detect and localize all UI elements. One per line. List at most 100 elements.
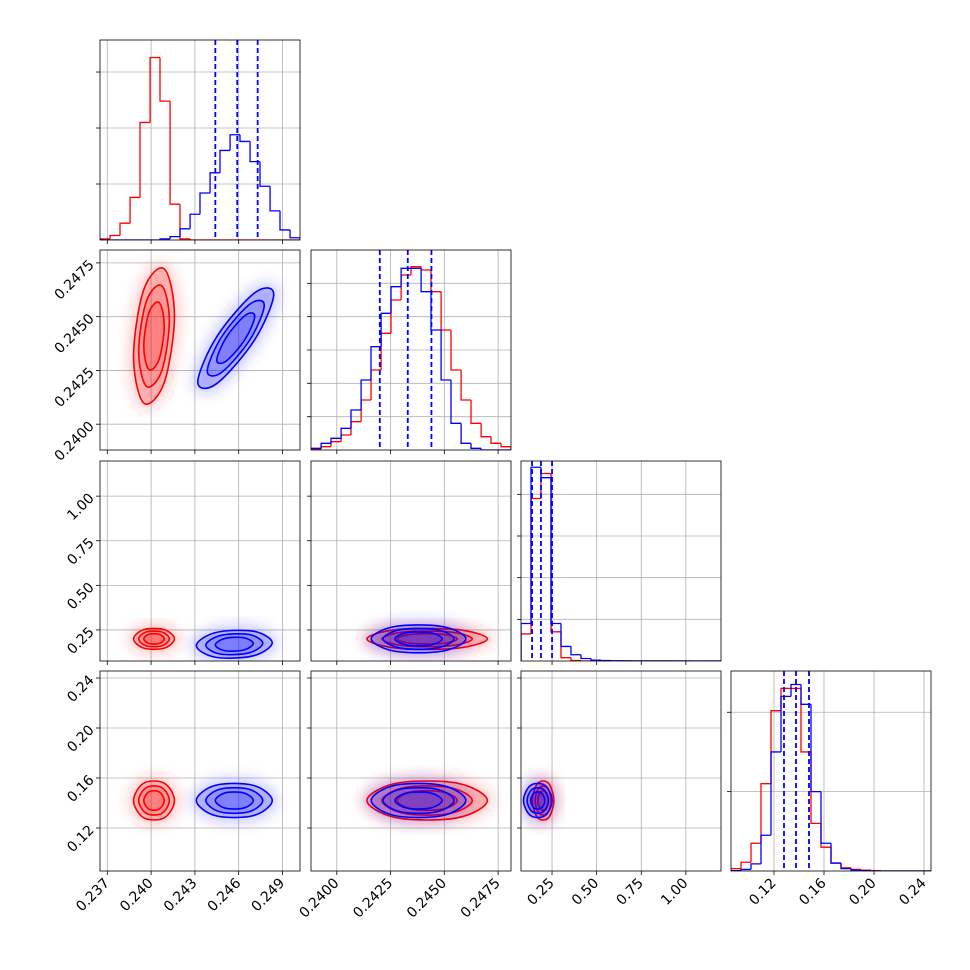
panel-frame: [310, 460, 512, 662]
hist-bin: [790, 683, 801, 697]
contour: [394, 631, 443, 647]
hist-bin: [750, 842, 761, 863]
hist-bin: [480, 448, 491, 450]
panel: [521, 461, 721, 661]
hist-bin: [169, 235, 180, 239]
hist-bin: [560, 623, 571, 648]
hist-bin: [420, 268, 431, 293]
hist-bin: [450, 330, 462, 371]
panel: [311, 250, 511, 450]
hist-bin: [390, 286, 402, 314]
y-tick-label: 0.20: [64, 722, 97, 755]
hist-bin: [219, 149, 231, 173]
hist-bin: [850, 867, 861, 871]
panel-frame: [730, 670, 932, 872]
x-tick-label: 0.2475: [458, 875, 504, 921]
hist-bin: [380, 332, 391, 370]
panel-frame: [310, 249, 512, 451]
x-tick-label: 0.25: [524, 875, 557, 908]
contour: [214, 791, 255, 810]
hist-bin: [850, 868, 861, 871]
hist-bin: [820, 791, 831, 844]
hist-bin: [440, 330, 451, 381]
panel: [311, 461, 511, 661]
hist-bin: [360, 379, 371, 410]
hist-bin: [450, 380, 462, 424]
panel: [100, 250, 300, 450]
x-tick-label: 0.16: [796, 875, 829, 908]
contour: [215, 312, 256, 365]
panel-frame: [99, 670, 301, 872]
hist-bin: [770, 751, 781, 836]
x-tick-label: 0.237: [73, 875, 113, 915]
x-tick-label: 0.24: [896, 875, 929, 908]
hist-bin: [259, 161, 271, 187]
x-tick-label: 0.243: [161, 875, 201, 915]
hist-bin: [490, 436, 502, 444]
hist-bin: [330, 441, 342, 447]
hist-bin: [470, 400, 482, 424]
hist-bin: [169, 101, 180, 205]
hist-bin: [279, 210, 291, 231]
panel-frame: [99, 249, 301, 451]
x-tick-label: 0.249: [248, 875, 288, 915]
hist-bin: [521, 633, 531, 661]
hist-bin: [750, 863, 761, 870]
panel-frame: [520, 460, 722, 662]
hist-bin: [199, 192, 211, 215]
hist-bin: [420, 266, 431, 271]
hist-bin: [780, 687, 791, 711]
panel: [731, 671, 931, 871]
hist-bin: [109, 234, 120, 239]
hist-bin: [540, 467, 551, 479]
hist-bin: [189, 213, 200, 229]
y-tick-label: 1.00: [64, 490, 97, 523]
hist-bin: [830, 847, 841, 864]
hist-bin: [249, 141, 260, 163]
x-tick-label: 0.50: [569, 875, 602, 908]
hist-bin: [430, 291, 442, 331]
hist-bin: [570, 646, 581, 656]
hist-bin: [269, 186, 280, 212]
x-tick-label: 0.75: [614, 875, 647, 908]
panel: [100, 461, 300, 661]
hist-bin: [760, 783, 771, 844]
x-tick-label: 0.2425: [350, 875, 396, 921]
panel-frame: [99, 39, 301, 241]
hist-bin: [460, 370, 471, 401]
y-tick-label: 0.2400: [52, 419, 98, 465]
y-tick-label: 0.2450: [52, 311, 98, 357]
hist-bin: [780, 695, 791, 752]
hist-bin: [810, 751, 821, 825]
hist-bin: [350, 421, 362, 435]
hist-bin: [800, 688, 811, 753]
hist-bin: [370, 346, 382, 380]
contour: [214, 636, 255, 653]
hist-bin: [770, 710, 781, 784]
x-tick-label: 0.246: [205, 875, 245, 915]
contour: [370, 782, 467, 819]
hist-bin: [159, 57, 171, 102]
hist-bin: [320, 442, 331, 449]
contour: [142, 789, 166, 812]
hist-bin: [100, 238, 111, 240]
hist-bin: [521, 622, 531, 661]
panel-frame: [99, 460, 301, 662]
hist-bin: [560, 631, 571, 659]
x-tick-label: 0.2450: [404, 875, 450, 921]
hist-bin: [149, 56, 160, 123]
hist-bin: [289, 229, 300, 240]
hist-bin: [311, 447, 322, 450]
hist-bin: [440, 291, 451, 331]
hist-bin: [209, 172, 220, 193]
hist-bin: [810, 704, 821, 793]
y-tick-label: 0.12: [64, 822, 97, 855]
hist-bin: [340, 427, 351, 439]
hist-bin: [360, 399, 371, 422]
hist-bin: [740, 861, 751, 869]
hist-bin: [340, 434, 351, 442]
hist-bin: [179, 228, 191, 237]
panel: [100, 671, 300, 871]
contour: [529, 791, 546, 810]
